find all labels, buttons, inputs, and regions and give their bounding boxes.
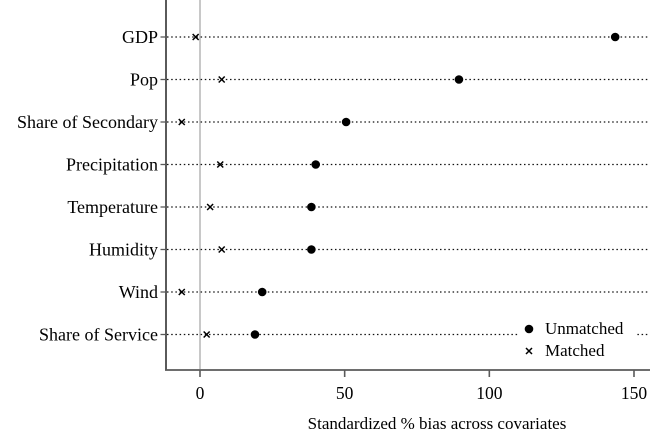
unmatched-dot-marker xyxy=(250,330,260,339)
category-label: Temperature xyxy=(67,197,158,217)
unmatched-dot-marker xyxy=(610,32,620,42)
matched-x-marker xyxy=(178,288,186,296)
matched-x-marker xyxy=(178,118,186,126)
legend: Unmatched Matched xyxy=(519,317,637,363)
x-axis-title: Standardized % bias across covariates xyxy=(307,414,567,433)
legend-label-matched: Matched xyxy=(545,341,605,360)
matched-x-marker xyxy=(216,160,224,169)
unmatched-dot-marker xyxy=(307,202,316,212)
matched-x-marker xyxy=(218,75,226,84)
category-label: Share of Secondary xyxy=(17,112,158,132)
category-label: Humidity xyxy=(89,240,158,260)
x-tick-label: 150 xyxy=(621,383,648,403)
unmatched-dot-marker xyxy=(454,75,464,84)
legend-label-unmatched: Unmatched xyxy=(545,319,624,338)
unmatched-dot-marker xyxy=(307,245,316,254)
unmatched-dot-marker xyxy=(341,117,351,127)
x-cross-icon xyxy=(519,345,539,357)
legend-item-unmatched: Unmatched xyxy=(519,318,637,340)
matched-x-marker xyxy=(218,245,226,254)
category-label: Pop xyxy=(130,70,158,90)
matched-x-marker xyxy=(192,33,200,41)
category-label: Wind xyxy=(119,282,158,302)
matched-x-marker xyxy=(206,203,214,211)
matched-x-marker xyxy=(203,330,211,339)
category-label: Precipitation xyxy=(66,155,158,175)
unmatched-dot-marker xyxy=(257,287,267,297)
x-tick-label: 0 xyxy=(196,383,205,403)
filled-circle-icon xyxy=(519,323,539,335)
category-label: Share of Service xyxy=(39,325,158,345)
category-label: GDP xyxy=(122,27,158,47)
legend-item-matched: Matched xyxy=(519,340,637,362)
x-tick-label: 100 xyxy=(476,383,503,403)
x-tick-label: 50 xyxy=(336,383,354,403)
unmatched-dot-marker xyxy=(311,160,321,169)
